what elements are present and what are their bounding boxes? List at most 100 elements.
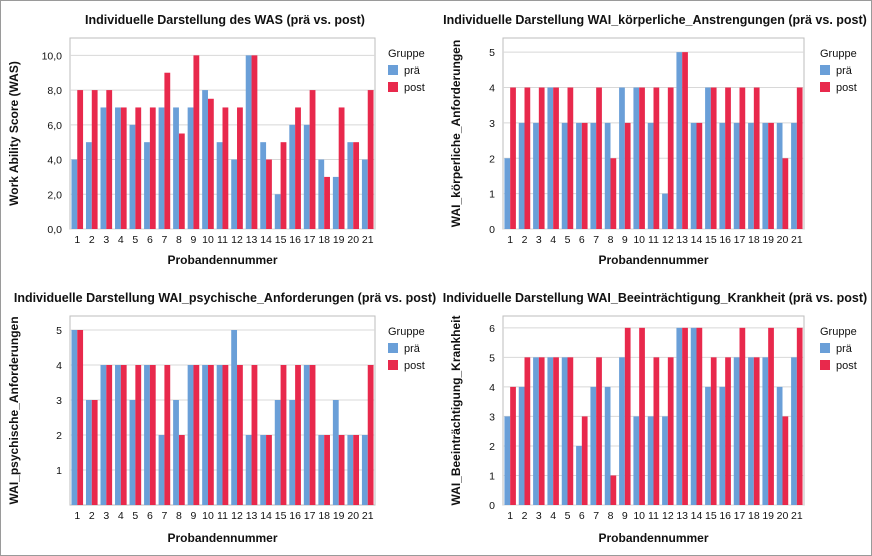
x-tick-label: 17 [734,510,746,522]
bar-post-6 [149,107,156,229]
x-tick-label: 2 [522,234,528,246]
bar-prae-10 [202,90,208,229]
bar-prae-15 [705,87,711,229]
bar-prae-2 [518,122,525,229]
x-tick-label: 4 [118,510,124,522]
x-tick-label: 11 [648,510,659,522]
bar-post-9 [193,365,200,505]
bar-prae-11 [216,365,223,505]
bar-post-6 [581,122,588,229]
x-tick-label: 11 [217,510,228,522]
x-tick-label: 13 [676,510,688,522]
bar-post-11 [653,357,660,505]
bar-post-7 [164,72,171,230]
x-tick-label: 21 [791,510,803,522]
legend-label-prae: prä [836,65,853,77]
y-axis-label: WAI_körperliche_Anforderungen [449,40,463,227]
bar-prae-10 [202,365,208,505]
bar-post-6 [149,365,156,505]
bar-prae-16 [719,386,726,505]
bar-post-4 [553,357,559,505]
bar-post-7 [596,357,602,505]
bar-post-20 [782,158,789,229]
bar-post-18 [753,357,760,505]
x-tick-label: 18 [748,510,760,522]
bar-prae-16 [289,400,296,505]
x-tick-label: 3 [103,510,109,522]
bar-prae-7 [158,435,165,505]
bar-prae-15 [274,194,281,229]
bar-post-1 [77,330,84,505]
bar-prae-6 [144,142,150,229]
legend-label-post: post [404,360,425,372]
x-tick-label: 10 [202,234,214,246]
x-tick-label: 11 [217,234,228,246]
x-tick-label: 13 [676,234,688,246]
bar-post-11 [653,87,660,229]
x-tick-label: 10 [633,510,645,522]
x-tick-label: 15 [275,234,287,246]
bar-prae-9 [619,87,625,229]
bar-prae-11 [647,122,654,229]
bar-prae-15 [705,386,711,505]
x-tick-label: 18 [318,234,330,246]
x-tick-label: 20 [777,510,789,522]
legend-title: Gruppe [820,326,857,338]
bar-prae-13 [245,435,252,505]
bar-post-7 [596,87,602,229]
x-tick-label: 20 [777,234,789,246]
bar-post-11 [222,365,229,505]
legend-label-prae: prä [404,65,421,77]
bar-post-18 [753,87,760,229]
bar-prae-15 [274,400,281,505]
bar-post-10 [639,87,645,229]
y-tick-label: 2 [489,441,495,453]
bar-prae-9 [619,357,625,505]
x-tick-label: 5 [132,510,138,522]
x-tick-label: 21 [362,234,374,246]
x-axis-label: Probandennummer [167,531,277,545]
x-tick-label: 19 [333,234,345,246]
bar-post-19 [768,327,774,505]
bar-prae-5 [561,357,568,505]
bar-prae-17 [303,124,310,229]
bar-prae-21 [791,357,797,505]
x-tick-label: 3 [536,510,542,522]
bar-post-21 [796,327,803,505]
bar-prae-19 [332,400,339,505]
legend-swatch-post [388,360,398,370]
x-tick-label: 4 [550,510,556,522]
bar-post-4 [553,87,559,229]
bar-prae-2 [85,400,92,505]
bar-post-13 [682,52,688,229]
legend-title: Gruppe [388,48,425,60]
bar-prae-4 [547,357,554,505]
y-tick-label: 4 [489,382,495,394]
bar-prae-2 [85,142,92,229]
bar-prae-13 [676,327,683,505]
bar-post-9 [193,55,200,230]
bar-prae-17 [303,365,310,505]
x-tick-label: 9 [191,234,197,246]
x-tick-label: 13 [246,510,258,522]
bar-prae-13 [676,52,683,229]
chart-title: Individuelle Darstellung des WAS (prä vs… [85,13,365,27]
x-tick-label: 7 [593,510,599,522]
bar-post-13 [682,327,688,505]
bar-prae-4 [115,365,121,505]
bar-prae-14 [260,142,267,229]
bar-post-2 [91,90,98,229]
bar-prae-1 [504,158,511,229]
legend-title: Gruppe [388,326,425,338]
bar-prae-8 [604,122,611,229]
bar-prae-17 [733,122,740,229]
bar-post-20 [353,142,360,229]
x-tick-label: 15 [275,510,287,522]
x-tick-label: 6 [579,234,585,246]
bar-post-9 [624,122,631,229]
legend-swatch-post [820,82,830,92]
x-axis-label: Probandennummer [598,253,708,267]
bar-prae-11 [216,142,223,229]
